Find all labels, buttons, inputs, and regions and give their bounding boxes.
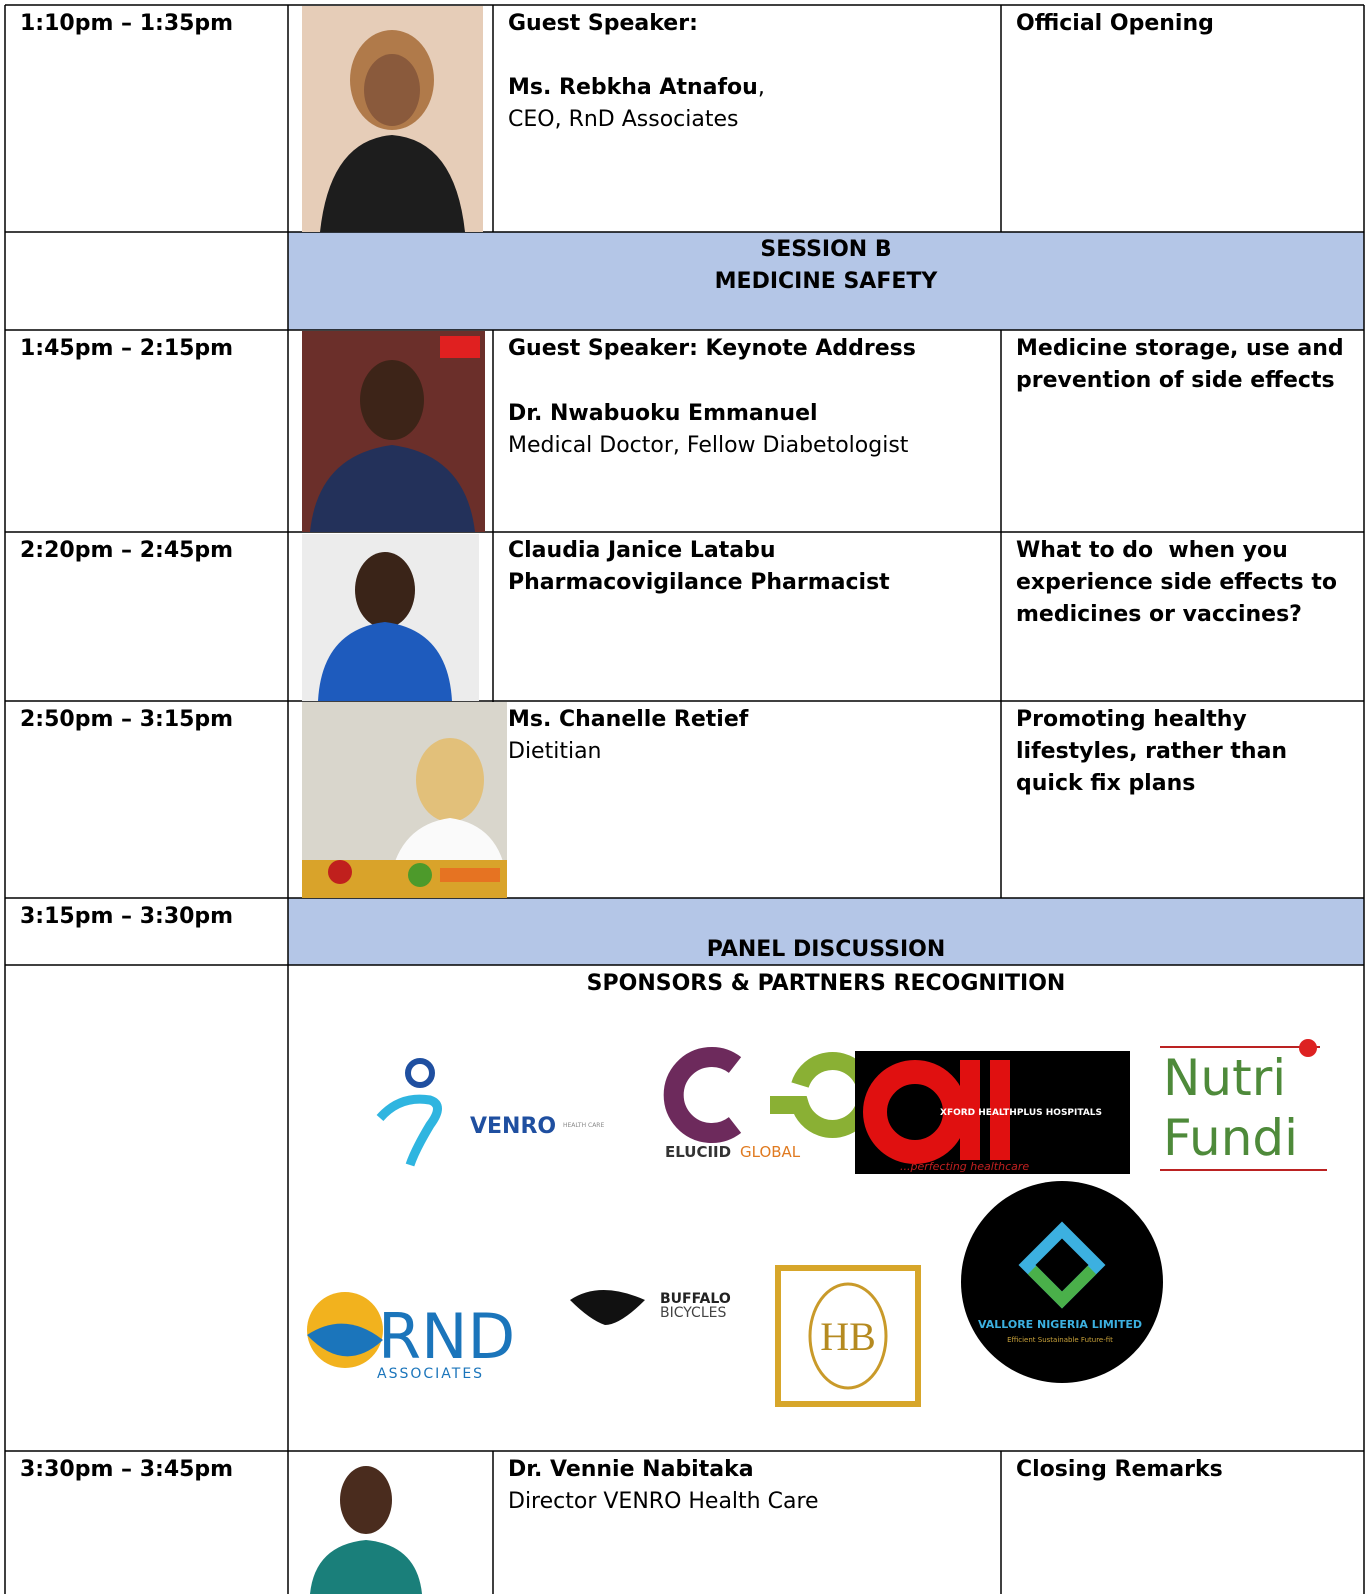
topic: Promoting healthy lifestyles, rather tha… — [1016, 707, 1295, 796]
punctuation: , — [757, 75, 765, 100]
name: Ms. Chanelle Retief — [508, 707, 749, 732]
logo-text: ASSOCIATES — [377, 1366, 484, 1382]
panel-title: PANEL DISCUSSION — [706, 937, 946, 962]
name: Dr. Vennie Nabitaka — [508, 1457, 754, 1482]
topic: Medicine storage, use and prevention of … — [1016, 336, 1352, 393]
session-subtitle: MEDICINE SAFETY — [714, 269, 938, 294]
name: Claudia Janice Latabu — [508, 538, 776, 563]
logo-text: ELUCIID — [665, 1143, 731, 1161]
logo-vallore: VALLORE NIGERIA LIMITED Efficient Sustai… — [961, 1181, 1163, 1383]
logo-rnd: RND ASSOCIATES — [307, 1292, 515, 1382]
session-title: SESSION B — [760, 237, 892, 262]
label: Guest Speaker: Keynote Address — [508, 336, 916, 361]
role: Medical Doctor, Fellow Diabetologist — [508, 433, 909, 458]
name: Dr. Nwabuoku Emmanuel — [508, 401, 818, 426]
logo-elucid: ELUCIID GLOBAL — [663, 1047, 876, 1161]
logo-buffalo: BUFFALO BICYCLES — [570, 1290, 731, 1325]
time: 1:10pm – 1:35pm — [20, 11, 234, 36]
panel-band — [288, 898, 1364, 965]
logo-nutri: Nutri Fundi — [1160, 1039, 1327, 1171]
sponsors-title: SPONSORS & PARTNERS RECOGNITION — [586, 971, 1066, 996]
logo-text: Efficient Sustainable Future-fit — [1007, 1336, 1113, 1344]
time: 3:30pm – 3:45pm — [20, 1457, 234, 1482]
logo-text: VENRO — [470, 1114, 556, 1139]
speaker: Ms. Rebkha Atnafou, — [508, 72, 765, 104]
logo-text: HB — [820, 1314, 876, 1359]
topic: Official Opening — [1016, 11, 1214, 36]
logo-venro: VENRO HEALTH CARE — [376, 1058, 604, 1167]
logo-text: RND — [378, 1300, 515, 1373]
time: 2:50pm – 3:15pm — [20, 707, 234, 732]
logo-text: Nutri — [1163, 1049, 1286, 1107]
logo-text: ...perfecting healthcare — [900, 1160, 1029, 1173]
logo-text: BUFFALO — [660, 1291, 731, 1307]
label: Guest Speaker: — [508, 11, 698, 36]
topic: Closing Remarks — [1016, 1457, 1223, 1482]
role: Dietitian — [508, 739, 602, 764]
photo — [302, 6, 483, 232]
time: 2:20pm – 2:45pm — [20, 538, 234, 563]
grid — [4, 4, 1365, 1594]
logo-text: Fundi — [1163, 1109, 1298, 1167]
photo — [302, 331, 485, 532]
role: Director VENRO Health Care — [508, 1489, 819, 1514]
photo — [302, 1452, 430, 1594]
time: 1:45pm – 2:15pm — [20, 336, 234, 361]
logo-oxford: XFORD HEALTHPLUS HOSPITALS ...perfecting… — [855, 1051, 1130, 1174]
session-band — [288, 232, 1364, 330]
topic: What to do when you experience side effe… — [1016, 538, 1345, 627]
photo — [302, 702, 507, 898]
time: 3:15pm – 3:30pm — [20, 904, 234, 929]
logo-text: GLOBAL — [740, 1143, 801, 1161]
role: Pharmacovigilance Pharmacist — [508, 570, 890, 595]
logo-hb: HB — [775, 1265, 921, 1407]
role: CEO, RnD Associates — [508, 107, 739, 132]
logo-text: VALLORE NIGERIA LIMITED — [978, 1318, 1142, 1331]
logo-text: XFORD HEALTHPLUS HOSPITALS — [940, 1108, 1102, 1118]
photo — [302, 534, 479, 701]
logo-text: BICYCLES — [660, 1305, 726, 1321]
name: Ms. Rebkha Atnafou — [508, 75, 758, 100]
logo-text: HEALTH CARE — [563, 1122, 604, 1129]
